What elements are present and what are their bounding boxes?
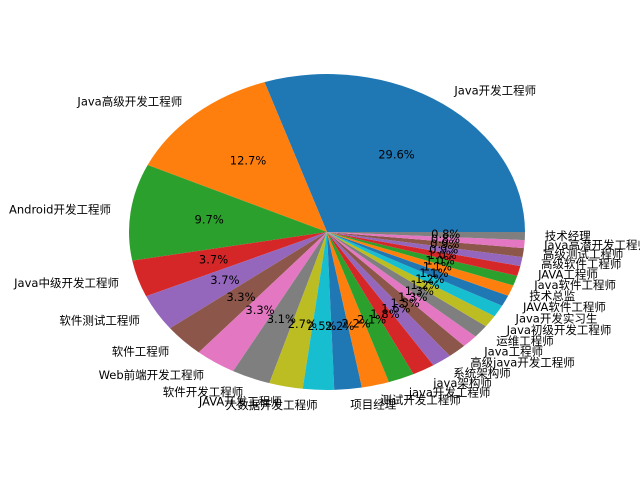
slice-label: Java高级开发工程师 — [76, 95, 182, 109]
value-label: 2.2% — [342, 316, 371, 330]
pie-slice — [327, 232, 486, 337]
value-label: 3.7% — [210, 273, 239, 287]
value-label: 0.8% — [431, 232, 460, 246]
pie-slice — [327, 232, 495, 327]
pie-slice — [327, 232, 503, 317]
slice-label: Web前端开发工程师 — [99, 368, 205, 382]
value-label: 1.2% — [415, 272, 444, 286]
slice-label: Java高潜开发工程师 — [543, 238, 640, 252]
slice-label: JAVA开发工程师 — [198, 395, 282, 409]
pie-slice — [327, 232, 525, 249]
slice-label: Java工程师 — [483, 345, 543, 359]
value-label: 0.9% — [429, 242, 458, 256]
slice-label: 技术经理 — [545, 229, 591, 243]
pie-slice — [327, 232, 476, 346]
pie-slice — [169, 232, 327, 353]
pie-slice — [128, 165, 327, 261]
value-label: 1.8% — [370, 307, 399, 321]
slice-label: 项目经理 — [350, 397, 396, 411]
value-label: 1.1% — [419, 266, 448, 280]
value-label: 1.3% — [398, 290, 427, 304]
value-label: 3.7% — [199, 253, 228, 267]
value-label: 1.1% — [423, 260, 452, 274]
value-label: 2.2% — [325, 319, 354, 333]
slice-label: 运维工程师 — [496, 334, 554, 348]
pie-slice — [327, 232, 521, 276]
pie-slice — [132, 232, 327, 297]
slice-label: Java中级开发工程师 — [13, 276, 119, 290]
pie-slice — [327, 232, 465, 356]
slice-label: 软件工程师 — [112, 344, 170, 358]
slice-label: java开发工程师 — [408, 386, 491, 400]
slice-label: 高级软件工程师 — [541, 257, 622, 271]
pie-slice — [269, 232, 327, 389]
value-label: 2.1% — [357, 312, 386, 326]
value-label: 29.6% — [378, 148, 415, 162]
slice-label: 软件开发工程师 — [163, 385, 244, 399]
pie-slice — [198, 232, 327, 372]
value-label: 1.0% — [425, 254, 454, 268]
value-label: 3.3% — [245, 303, 274, 317]
slice-label: JAVA工程师 — [537, 267, 598, 281]
value-label: 9.7% — [195, 212, 224, 226]
value-label: 1.5% — [391, 296, 420, 310]
value-label: 0.9% — [430, 237, 459, 251]
value-label: 3.1% — [267, 312, 296, 326]
slice-label: JAVA软件工程师 — [522, 300, 606, 314]
slice-label: 大数据开发工程师 — [226, 398, 318, 412]
slice-label: Java初级开发工程师 — [506, 323, 612, 337]
pie-slice — [146, 232, 327, 329]
pie-slice — [327, 232, 525, 241]
pie-slice — [327, 232, 414, 383]
slice-label: Android开发工程师 — [9, 202, 111, 216]
value-label: 0.8% — [431, 227, 460, 241]
slice-label: Java软件工程师 — [533, 278, 616, 292]
value-label: 1.0% — [428, 248, 457, 262]
slice-label: Java开发工程师 — [453, 84, 536, 98]
value-label: 1.3% — [405, 284, 434, 298]
pie-slice — [327, 232, 450, 366]
slice-label: 系统架构师 — [453, 366, 511, 380]
slice-label: 软件测试工程师 — [59, 313, 140, 327]
value-label: 3.3% — [226, 290, 255, 304]
pie-slice — [233, 232, 327, 384]
pie-slice — [327, 232, 389, 388]
pie-slice — [327, 232, 434, 375]
pie-slice — [147, 82, 327, 232]
pie-slice — [327, 232, 362, 390]
slice-label: 技术总监 — [529, 289, 575, 303]
pie-slice — [302, 232, 335, 391]
pie-slice — [327, 232, 523, 267]
slice-label: 高级测试工程师 — [543, 247, 624, 261]
value-label: 1.2% — [410, 278, 439, 292]
value-label: 12.7% — [230, 154, 267, 168]
pie-slice — [327, 232, 518, 286]
pie-slice — [327, 232, 514, 296]
slice-label: 高级java开发工程师 — [470, 355, 575, 369]
slice-label: 测试开发工程师 — [380, 393, 461, 407]
value-label: 1.6% — [381, 302, 410, 316]
value-label: 2.5% — [307, 319, 336, 333]
slice-label: java架构师 — [432, 376, 492, 390]
pie-slice — [327, 232, 509, 306]
pie-slice — [327, 232, 524, 258]
slice-label: Java开发实习生 — [515, 311, 598, 325]
pie-slice — [264, 74, 525, 232]
value-label: 2.7% — [288, 317, 317, 331]
